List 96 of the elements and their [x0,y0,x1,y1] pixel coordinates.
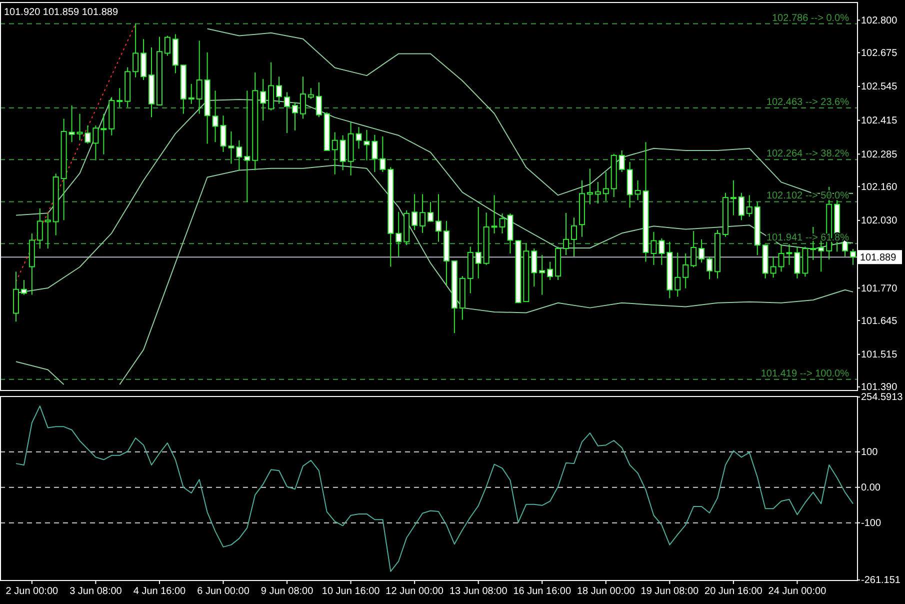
candlestick [428,201,434,222]
x-tick-label: 12 Jun 00:00 [386,586,444,598]
candlestick [140,38,147,80]
candlestick [68,104,75,143]
candlestick [594,181,601,204]
x-tick-label: 2 Jun 00:00 [6,586,58,598]
y-tick-label: 102.545 [861,82,898,93]
candlestick [300,76,306,120]
x-tick-label: 16 Jun 16:00 [513,586,572,598]
x-tick-label: 3 Jun 08:00 [70,586,122,598]
x-tick-label: 13 Jun 08:00 [449,586,508,598]
x-tick-label: 4 Jun 16:00 [133,586,186,598]
y-tick-label: 254.5913 [861,392,904,404]
candlestick [116,88,123,108]
candlestick [268,62,274,111]
candlestick [770,256,776,278]
ref-line-label: 102.463 --> 23.6% [766,96,850,108]
candlestick [738,192,744,221]
y-tick-label: 102.415 [861,115,898,126]
y-tick-label: 102.030 [861,216,898,227]
candlestick [308,88,314,100]
x-tick-label: 19 Jun 08:00 [640,586,700,598]
candlestick [100,113,107,155]
candlestick [44,212,51,250]
candlestick [188,83,194,104]
candlestick [475,206,482,279]
ref-line-label: 101.419 --> 100.0% [760,368,850,380]
ref-line-label: 102.264 --> 38.2% [766,148,850,160]
y-tick-label: 102.675 [861,48,898,59]
candlestick [491,194,498,234]
y-tick-label: 102.800 [861,15,898,26]
candlestick [196,40,202,114]
candlestick [412,194,418,231]
candlestick [36,208,43,250]
x-tick-label: 10 Jun 16:00 [322,586,380,598]
line-series [15,406,854,572]
candlestick [164,35,170,56]
candlestick [690,230,697,268]
y-tick-label: 101.645 [861,316,898,327]
candlestick [746,194,752,218]
candlestick [730,180,736,216]
candlestick [435,194,442,242]
y-tick-label: 0.00 [861,482,881,494]
x-tick-label: 6 Jun 00:00 [197,586,250,598]
candlestick [586,168,593,205]
candlestick [563,212,570,256]
annotation: 101.920 101.859 101.889 [4,7,118,18]
candlestick [539,254,546,296]
line-series [15,97,112,216]
candlestick [531,248,538,287]
candlestick [794,246,800,279]
candlestick [356,126,362,150]
candlestick [674,252,681,298]
y-tick-label: 101.770 [861,283,898,294]
candlestick [420,194,426,234]
candlestick [244,90,250,202]
candlestick [132,23,139,78]
candlestick [284,92,290,134]
candlestick [396,211,402,258]
candlestick [547,261,554,280]
y-tick-label: 102.285 [861,149,898,160]
y-tick-label: -261.151 [861,575,901,586]
candlestick [276,76,282,104]
candlestick [380,136,386,173]
candlestick [372,134,378,173]
y-tick-label: 102.160 [861,182,898,193]
candlestick [658,238,665,266]
y-tick-label: 100 [861,447,878,458]
x-tick-label: 24 Jun 00:00 [768,586,827,598]
y-tick-label: 101.390 [861,382,898,394]
y-tick-label: -100 [861,518,882,530]
ref-line-label: 102.786 --> 0.0% [772,12,850,24]
candlestick [292,102,298,131]
candlestick [92,125,99,161]
candlestick [332,132,338,175]
candlestick [571,217,578,258]
candlestick [634,180,641,201]
candlestick [682,252,689,289]
candlestick [698,238,705,264]
candlestick [602,172,609,202]
candlestick [236,140,242,171]
candlestick [20,279,27,296]
candlestick [260,78,266,122]
candlestick [706,256,713,280]
candlestick [340,134,346,171]
ref-line-label: 101.889 [860,252,897,264]
x-tick-label: 18 Jun 00:00 [576,586,636,598]
candlestick [364,129,370,161]
candlestick [618,150,625,173]
candlestick [316,82,322,118]
x-tick-label: 9 Jun 08:00 [260,586,314,598]
x-tick-label: 20 Jun 16:00 [704,586,763,598]
line-series [119,164,854,386]
candlestick [212,90,218,143]
candlestick [12,271,19,322]
y-tick-label: 101.515 [861,350,898,361]
